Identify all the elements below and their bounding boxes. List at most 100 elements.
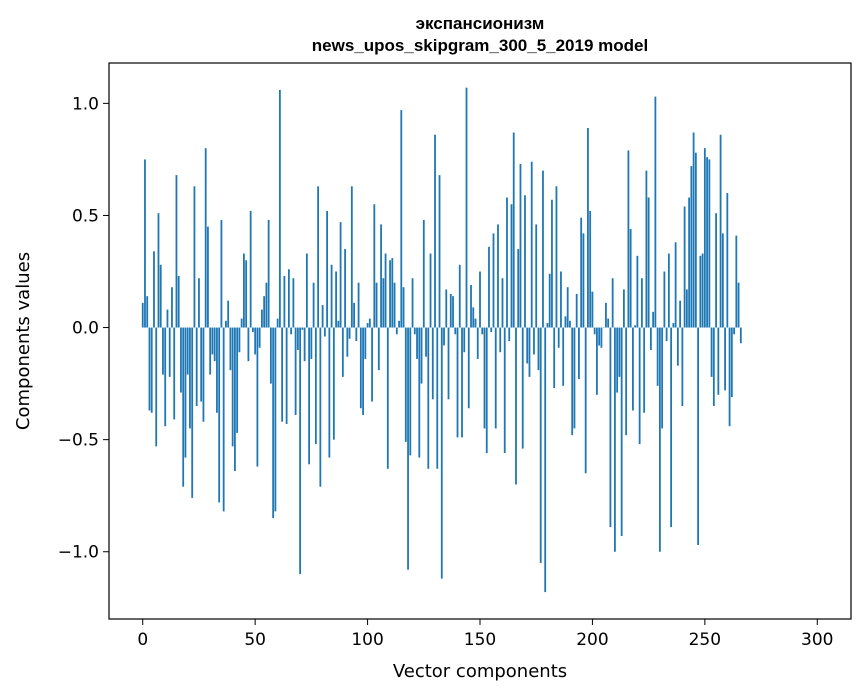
bar bbox=[735, 235, 738, 328]
bar bbox=[287, 269, 290, 328]
bar bbox=[472, 307, 475, 328]
bar bbox=[620, 327, 623, 537]
bar bbox=[166, 309, 169, 328]
bar bbox=[607, 318, 610, 328]
bar bbox=[431, 327, 434, 400]
bar bbox=[350, 186, 353, 328]
bar bbox=[328, 327, 331, 458]
bar bbox=[380, 224, 382, 328]
bar bbox=[368, 318, 371, 328]
bar bbox=[494, 327, 497, 429]
bar bbox=[231, 327, 234, 447]
bar bbox=[578, 327, 580, 380]
bar bbox=[510, 204, 513, 328]
bar bbox=[618, 327, 621, 377]
bar bbox=[346, 327, 349, 357]
bar bbox=[402, 287, 405, 328]
bar bbox=[438, 175, 441, 328]
bar bbox=[726, 193, 729, 328]
plot-frame bbox=[108, 62, 852, 620]
bar bbox=[189, 327, 191, 429]
bar bbox=[519, 163, 522, 328]
bar bbox=[600, 327, 603, 348]
bar bbox=[173, 327, 176, 420]
bar bbox=[258, 327, 261, 348]
bar bbox=[503, 327, 506, 454]
bar bbox=[323, 327, 326, 337]
bar bbox=[719, 134, 722, 328]
bar bbox=[672, 323, 675, 328]
bar bbox=[292, 278, 295, 328]
bar bbox=[733, 327, 735, 335]
bar bbox=[537, 327, 540, 371]
bar bbox=[314, 327, 317, 445]
bar bbox=[521, 327, 524, 449]
bar bbox=[575, 293, 578, 328]
bar bbox=[470, 284, 472, 328]
bar bbox=[706, 157, 708, 328]
bar bbox=[209, 327, 212, 375]
y-tick-label: 0.0 bbox=[72, 319, 99, 339]
bar bbox=[337, 320, 340, 328]
bar bbox=[200, 327, 203, 402]
bar bbox=[182, 327, 185, 487]
bar bbox=[632, 327, 634, 411]
bar bbox=[481, 327, 484, 335]
bar bbox=[265, 282, 268, 328]
bar bbox=[249, 210, 252, 328]
bar bbox=[389, 260, 391, 328]
bar bbox=[485, 327, 488, 454]
bar bbox=[422, 219, 425, 328]
bar bbox=[305, 253, 308, 328]
bar bbox=[434, 134, 436, 328]
bar bbox=[175, 175, 178, 328]
bar bbox=[407, 327, 409, 570]
bar bbox=[548, 273, 551, 328]
bar bbox=[589, 210, 592, 328]
bar bbox=[186, 327, 189, 375]
bar bbox=[670, 327, 673, 528]
bar bbox=[449, 293, 452, 328]
bar bbox=[499, 327, 502, 353]
bar bbox=[274, 327, 277, 512]
bar bbox=[220, 219, 223, 328]
bar bbox=[546, 323, 549, 328]
bar bbox=[517, 249, 520, 328]
bar bbox=[569, 320, 571, 328]
bar bbox=[456, 327, 459, 438]
bar bbox=[483, 327, 486, 429]
x-axis-label: Vector components bbox=[393, 661, 567, 682]
bar bbox=[261, 309, 263, 328]
bar bbox=[443, 327, 445, 346]
bar bbox=[616, 327, 619, 393]
bar bbox=[269, 327, 272, 384]
bar bbox=[492, 233, 495, 328]
bar bbox=[418, 327, 421, 458]
bar bbox=[584, 327, 587, 474]
bar bbox=[227, 300, 230, 328]
bar bbox=[312, 282, 315, 328]
bar bbox=[683, 206, 686, 328]
y-tick-label: −1.0 bbox=[58, 543, 99, 563]
bar bbox=[234, 327, 236, 472]
bar bbox=[256, 327, 259, 467]
bar bbox=[445, 289, 448, 328]
bar bbox=[285, 327, 288, 424]
bar bbox=[701, 253, 704, 328]
bar bbox=[225, 320, 227, 328]
bar bbox=[184, 327, 187, 458]
bar bbox=[191, 327, 194, 498]
bar bbox=[629, 228, 632, 328]
bar bbox=[164, 327, 167, 427]
bar bbox=[229, 327, 232, 371]
bar bbox=[263, 296, 266, 328]
bar bbox=[319, 327, 322, 487]
bar bbox=[141, 302, 144, 328]
bar bbox=[515, 327, 517, 485]
bar bbox=[724, 327, 726, 391]
bar bbox=[341, 327, 344, 377]
bar bbox=[310, 327, 313, 359]
bar bbox=[159, 264, 162, 328]
bar bbox=[717, 327, 720, 395]
bar bbox=[400, 110, 403, 328]
